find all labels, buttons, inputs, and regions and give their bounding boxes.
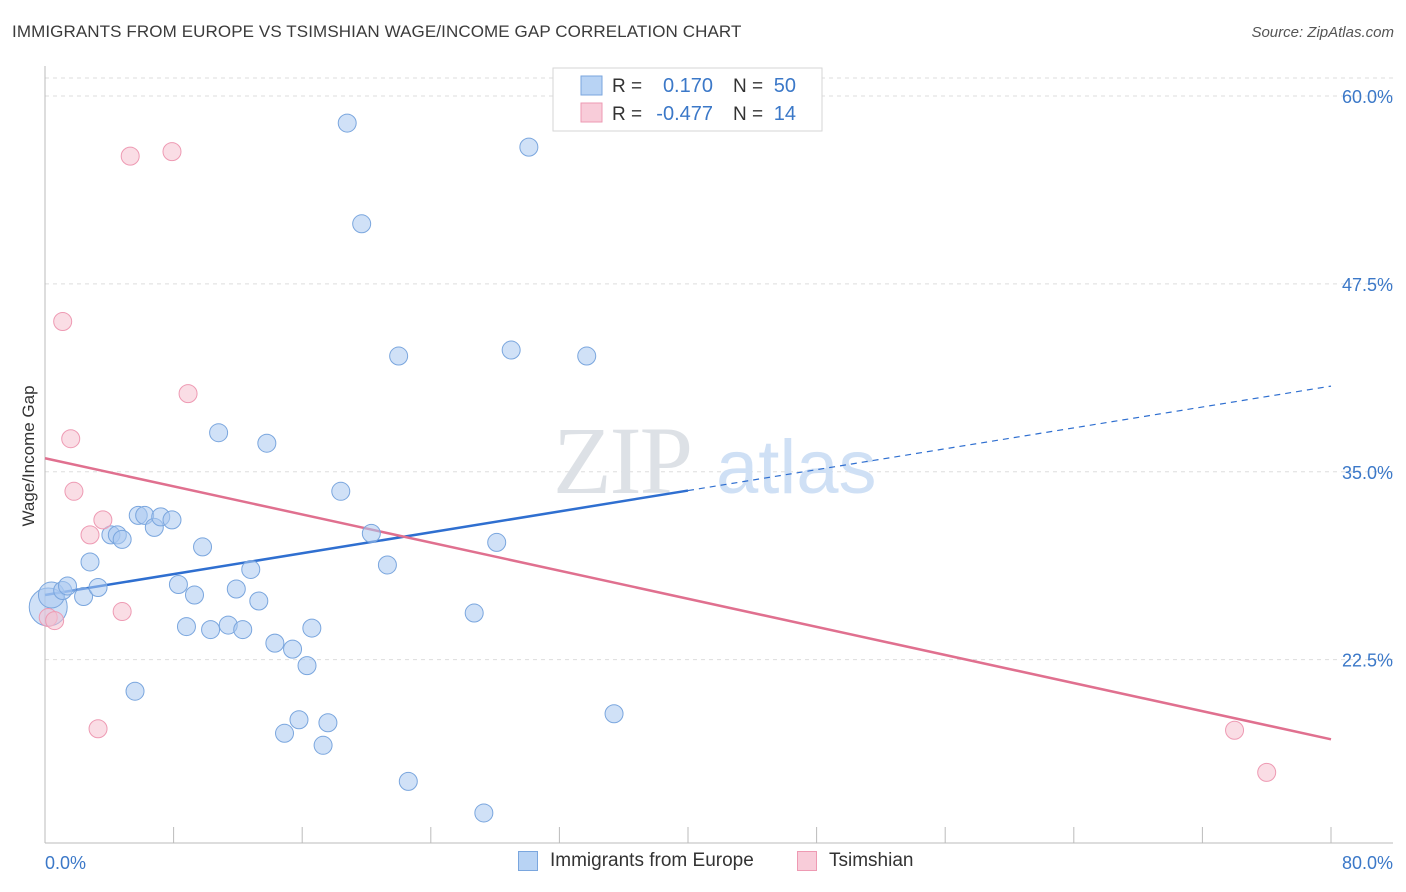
point-immigrants-from-europe	[318, 713, 338, 733]
point-tsimshian	[61, 429, 81, 449]
y-axis-label: Wage/Income Gap	[19, 385, 38, 526]
tick-labels: 22.5% 35.0% 47.5% 60.0% 0.0% 80.0%	[45, 87, 1393, 873]
point-immigrants-from-europe	[201, 620, 221, 640]
x-tick-label-min: 0.0%	[45, 853, 86, 873]
point-immigrants-from-europe	[58, 576, 78, 596]
legend-swatch-pink	[580, 102, 603, 123]
point-immigrants-from-europe	[297, 656, 317, 676]
point-immigrants-from-europe	[241, 559, 261, 579]
point-immigrants-from-europe	[184, 585, 204, 605]
x-tick-label-max: 80.0%	[1342, 853, 1393, 873]
legend-top: R = 0.170 N = 50 R = -0.477 N = 14	[552, 67, 823, 132]
legend-swatch-blue-bottom	[518, 851, 538, 871]
point-immigrants-from-europe	[487, 532, 507, 552]
point-immigrants-from-europe	[193, 537, 213, 557]
y-tick-label: 35.0%	[1342, 463, 1393, 483]
y-tick-label: 47.5%	[1342, 275, 1393, 295]
point-immigrants-from-europe	[88, 577, 108, 597]
point-immigrants-from-europe	[337, 113, 357, 133]
point-tsimshian	[45, 611, 65, 631]
point-tsimshian	[178, 384, 198, 404]
point-tsimshian	[120, 146, 140, 166]
point-tsimshian	[1257, 762, 1277, 782]
legend-swatch-blue	[580, 75, 603, 96]
legend-label-immigrants-from-europe: Immigrants from Europe	[550, 850, 754, 871]
legend-item-tsimshian: Tsimshian	[797, 850, 913, 872]
point-immigrants-from-europe	[209, 423, 229, 443]
trendline-immigrants-from-europe-projection	[687, 385, 1332, 492]
point-immigrants-from-europe	[604, 704, 624, 724]
point-immigrants-from-europe	[577, 346, 597, 366]
point-immigrants-from-europe	[331, 481, 351, 501]
point-tsimshian	[88, 719, 108, 739]
trendlines	[44, 385, 1332, 741]
y-tick-label: 60.0%	[1342, 87, 1393, 107]
legend-r-value-1: 0.170	[663, 75, 713, 97]
legend-n-label-2: N =	[733, 104, 763, 125]
watermark-atlas: atlas	[716, 425, 877, 510]
point-immigrants-from-europe	[283, 639, 303, 659]
legend-r-label-1: R =	[612, 76, 642, 97]
y-tick-label: 22.5%	[1342, 651, 1393, 671]
point-immigrants-from-europe	[176, 617, 196, 637]
chart-title: IMMIGRANTS FROM EUROPE VS TSIMSHIAN WAGE…	[12, 22, 742, 41]
legend-n-value-2: 14	[774, 103, 796, 125]
point-immigrants-from-europe	[352, 214, 372, 234]
point-immigrants-from-europe	[112, 529, 132, 549]
point-immigrants-from-europe	[162, 510, 182, 530]
point-immigrants-from-europe	[289, 710, 309, 730]
point-tsimshian	[1225, 720, 1245, 740]
point-tsimshian	[162, 142, 182, 162]
point-tsimshian	[93, 510, 113, 530]
point-immigrants-from-europe	[74, 587, 94, 607]
point-immigrants-from-europe	[389, 346, 409, 366]
point-immigrants-from-europe	[501, 340, 521, 360]
point-immigrants-from-europe	[265, 633, 285, 653]
point-immigrants-from-europe	[275, 723, 295, 743]
legend-item-immigrants-from-europe: Immigrants from Europe	[518, 850, 754, 872]
data-points	[28, 113, 1277, 823]
point-immigrants-from-europe	[249, 591, 269, 611]
point-tsimshian	[64, 481, 84, 501]
point-immigrants-from-europe	[519, 137, 539, 157]
point-tsimshian	[112, 602, 132, 622]
point-immigrants-from-europe	[361, 523, 381, 543]
trendline-immigrants-from-europe	[44, 489, 689, 597]
legend-r-value-2: -0.477	[656, 103, 713, 125]
point-immigrants-from-europe	[125, 681, 145, 701]
point-tsimshian	[53, 311, 73, 331]
watermark: ZIP atlas	[553, 407, 877, 514]
point-tsimshian	[80, 525, 100, 545]
legend-n-value-1: 50	[774, 75, 796, 97]
point-immigrants-from-europe	[464, 603, 484, 623]
point-immigrants-from-europe	[233, 620, 253, 640]
legend-label-tsimshian: Tsimshian	[829, 850, 914, 871]
point-immigrants-from-europe	[302, 618, 322, 638]
point-immigrants-from-europe	[398, 771, 418, 791]
point-immigrants-from-europe	[168, 574, 188, 594]
point-immigrants-from-europe	[80, 552, 100, 572]
legend-n-label-1: N =	[733, 76, 763, 97]
point-immigrants-from-europe	[313, 735, 333, 755]
legend-swatch-pink-bottom	[797, 851, 817, 871]
point-immigrants-from-europe	[226, 579, 246, 599]
watermark-zip: ZIP	[553, 407, 691, 514]
point-immigrants-from-europe	[474, 803, 494, 823]
point-immigrants-from-europe	[377, 555, 397, 575]
legend-r-label-2: R =	[612, 104, 642, 125]
source-label: Source: ZipAtlas.com	[1251, 24, 1394, 41]
axes	[44, 66, 1393, 844]
trendline-tsimshian	[44, 457, 1332, 741]
point-immigrants-from-europe	[257, 433, 277, 453]
legend-bottom: Immigrants from Europe Tsimshian	[0, 850, 1406, 880]
